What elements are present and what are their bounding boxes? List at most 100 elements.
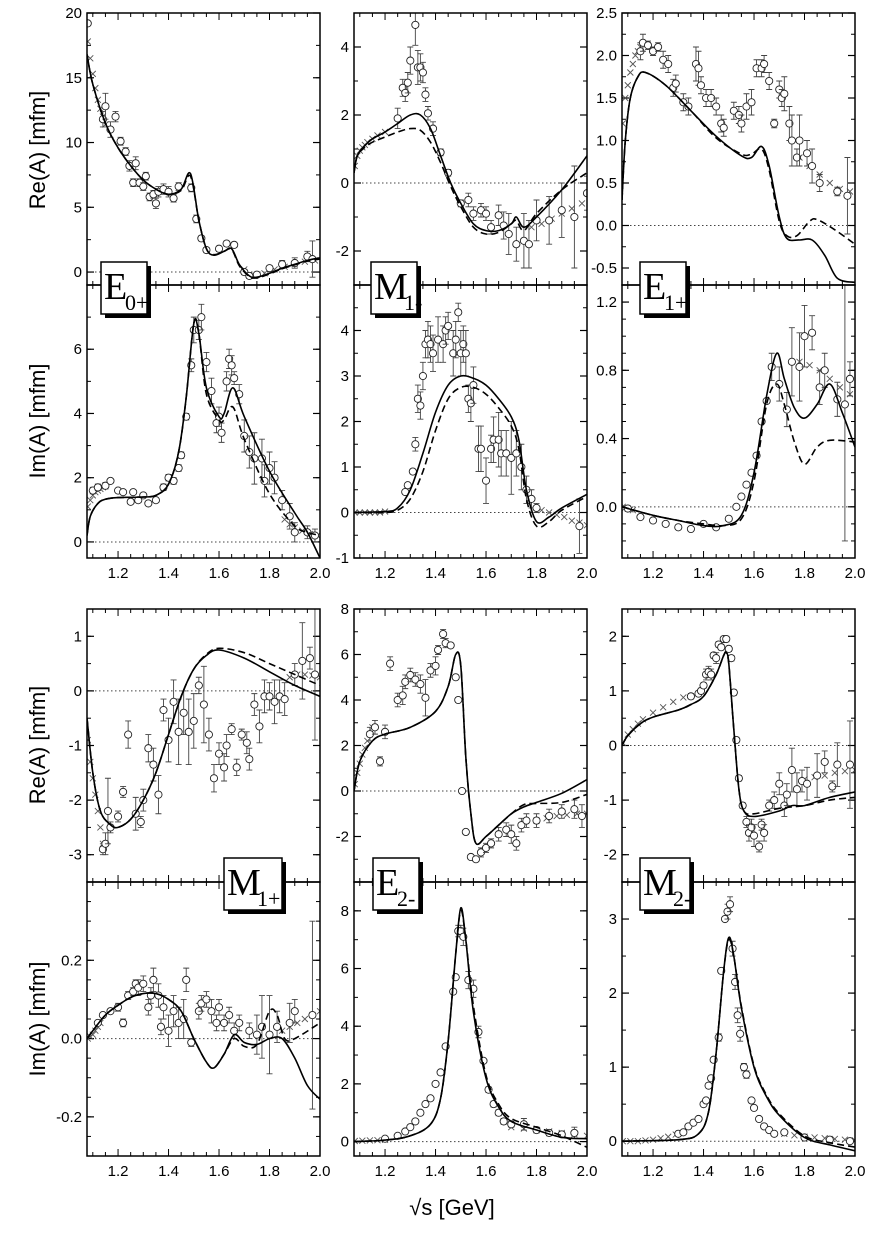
data-point <box>512 839 521 848</box>
data-point <box>760 828 769 837</box>
data-point <box>423 109 433 118</box>
solid-curve <box>622 651 855 818</box>
data-point <box>557 206 566 215</box>
y-tick-label: 1.5 <box>596 90 617 107</box>
data-point <box>582 189 587 198</box>
data-point <box>237 730 246 739</box>
data-point <box>661 519 670 528</box>
label-subscript: 1+ <box>257 886 280 911</box>
data-point <box>785 119 794 128</box>
data-point <box>679 1128 688 1137</box>
y-tick-label: 2 <box>609 985 617 1002</box>
cross-point <box>664 1133 672 1141</box>
data-point <box>843 191 852 200</box>
data-point <box>230 240 239 249</box>
data-point <box>182 975 191 984</box>
data-point <box>207 386 216 396</box>
y-tick-label: 6 <box>341 647 349 664</box>
data-point <box>575 522 584 531</box>
data-point <box>245 755 254 764</box>
x-tick-label: 1.6 <box>209 1163 230 1180</box>
y-tick-label: -2 <box>604 847 617 864</box>
data-point <box>719 123 728 132</box>
y-tick-label: 2 <box>341 107 349 124</box>
y-tick-label: 15 <box>65 70 82 87</box>
cross-point <box>361 744 369 752</box>
data-point <box>204 730 213 739</box>
x-tick-label: 1.4 <box>425 1163 446 1180</box>
data-point <box>494 830 503 839</box>
y-tick-label: 4 <box>341 1018 349 1035</box>
x-tick-label: 1.8 <box>526 1163 547 1180</box>
cross-point <box>659 703 667 711</box>
plot-area <box>354 907 587 1149</box>
x-tick-label: 1.8 <box>526 565 547 582</box>
data-point <box>747 823 756 832</box>
data-point <box>820 757 829 766</box>
data-point <box>694 1114 703 1124</box>
data-point <box>401 1127 410 1136</box>
y-tick-label: 1 <box>341 459 349 476</box>
data-point <box>643 41 653 50</box>
data-point <box>136 817 145 826</box>
multipole-labels: E0+ M1- E1+M1+ E2- M2- <box>100 261 694 914</box>
data-point <box>290 1007 299 1016</box>
data-point <box>770 796 779 805</box>
data-point <box>270 697 279 706</box>
cross-point <box>301 671 309 678</box>
y-tick-label: -1 <box>69 738 82 755</box>
data-point <box>699 681 708 690</box>
y-tick-label: 0 <box>74 264 82 281</box>
data-point <box>149 760 158 769</box>
label-subscript: 2- <box>397 886 415 911</box>
data-point <box>717 643 726 652</box>
plot-area <box>622 285 855 542</box>
x-tick-label: 1.4 <box>693 565 714 582</box>
data-point <box>207 1007 216 1016</box>
data-point <box>139 182 148 191</box>
data-point <box>736 1029 745 1038</box>
x-tick-label: 1.2 <box>375 565 396 582</box>
cross-point <box>821 772 829 779</box>
panel-frame <box>353 608 588 883</box>
multipole-label-e2minus: E2- <box>372 857 423 914</box>
data-point <box>222 239 231 248</box>
label-letter: M <box>227 862 261 904</box>
data-point <box>507 453 516 462</box>
solid-curve <box>87 54 320 279</box>
data-point <box>194 681 203 690</box>
data-point <box>770 1129 779 1138</box>
y-tick-label: 0.5 <box>596 175 617 192</box>
data-point <box>749 1103 759 1112</box>
y-tick-label: -2 <box>336 243 349 260</box>
data-point <box>416 680 425 689</box>
data-point <box>749 831 759 840</box>
data-point <box>481 209 491 218</box>
plot-area <box>87 920 320 1110</box>
y-tick-label: 0 <box>609 1133 617 1150</box>
data-point <box>545 811 554 821</box>
data-point <box>507 830 516 839</box>
data-point <box>707 670 716 679</box>
data-point <box>222 377 231 386</box>
cross-point <box>560 513 568 521</box>
data-point <box>648 516 658 525</box>
data-point <box>694 64 703 73</box>
cross-point <box>622 94 629 102</box>
data-point <box>169 1007 178 1016</box>
data-point <box>454 695 463 705</box>
data-point <box>129 488 138 497</box>
data-point <box>532 816 541 825</box>
x-tick-label: 1.6 <box>744 565 765 582</box>
data-point <box>577 811 587 821</box>
data-point <box>747 1096 756 1105</box>
data-point <box>199 700 208 709</box>
y-tick-label: 5 <box>74 199 82 216</box>
x-tick-label: 1.4 <box>158 1163 179 1180</box>
y-tick-label: 0 <box>609 738 617 755</box>
y-tick-label: 0.0 <box>61 1031 82 1048</box>
panel-frame <box>353 284 588 559</box>
data-point <box>737 492 746 501</box>
cross-point <box>634 720 642 727</box>
